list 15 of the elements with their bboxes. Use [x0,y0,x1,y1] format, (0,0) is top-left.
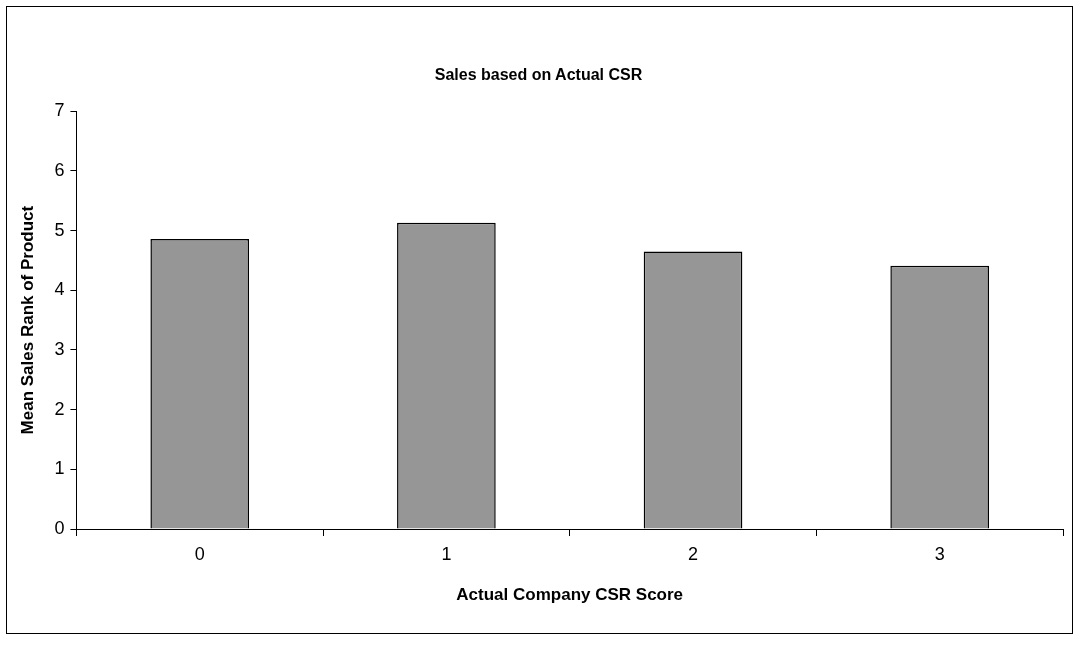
x-tick-label: 2 [688,543,699,564]
y-tick-label: 2 [54,398,65,419]
y-tick-label: 5 [54,219,65,240]
y-tick-label: 6 [54,159,65,180]
y-tick-label: 1 [54,458,65,479]
y-tick-label: 7 [54,100,65,121]
y-axis-title: Mean Sales Rank of Product [17,205,37,435]
x-tick-label: 0 [194,543,205,564]
y-tick-label: 0 [54,517,65,538]
x-axis-title: Actual Company CSR Score [456,585,684,605]
x-tick-label: 3 [934,543,945,564]
x-tick-label: 1 [441,543,452,564]
chart-title: Sales based on Actual CSR [434,66,643,84]
y-tick-label: 3 [54,338,65,359]
y-tick-label: 4 [54,279,65,300]
